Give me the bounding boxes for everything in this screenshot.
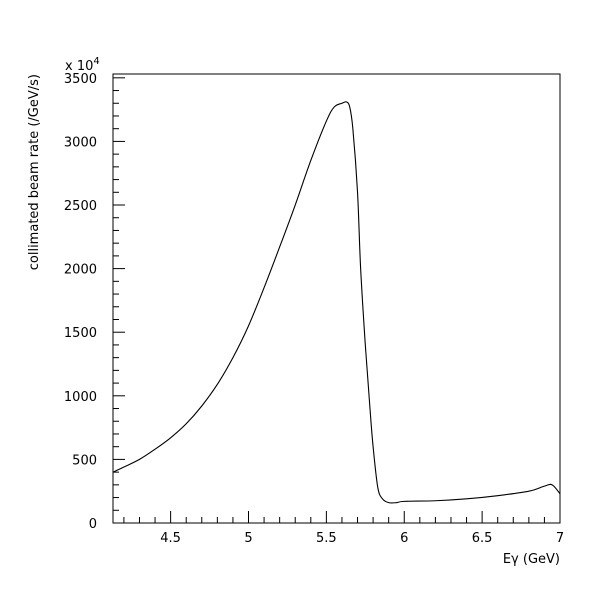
x-tick-label: 7 <box>556 531 564 546</box>
y-tick-label: 2500 <box>64 199 97 214</box>
y-tick-label: 1500 <box>64 326 97 341</box>
series-line <box>112 101 561 504</box>
x-tick-label: 5.5 <box>316 531 337 546</box>
x-tick-labels: 4.5 5 5.5 6 6.5 7 <box>160 531 564 546</box>
y-tick-label: 2000 <box>64 263 97 278</box>
x-tick-label: 4.5 <box>160 531 181 546</box>
y-tick-label: 1000 <box>64 390 97 405</box>
x-tick-label: 6.5 <box>472 531 493 546</box>
y-tick-label: 3500 <box>64 72 97 87</box>
plot-frame <box>112 73 561 524</box>
x-axis-label: Eγ (GeV) <box>503 552 560 567</box>
x-tick-label: 5 <box>244 531 252 546</box>
y-tick-label: 0 <box>89 517 97 532</box>
x-tick-label: 6 <box>400 531 408 546</box>
y-tick-label: 500 <box>72 453 97 468</box>
y-tick-label: 3000 <box>64 135 97 150</box>
tick-marks <box>113 77 561 524</box>
y-multiplier: x 104 <box>65 56 100 74</box>
y-axis-label: collimated beam rate (/GeV/s) <box>27 74 42 270</box>
y-tick-labels: 0 500 1000 1500 2000 2500 3000 3500 <box>64 72 97 532</box>
